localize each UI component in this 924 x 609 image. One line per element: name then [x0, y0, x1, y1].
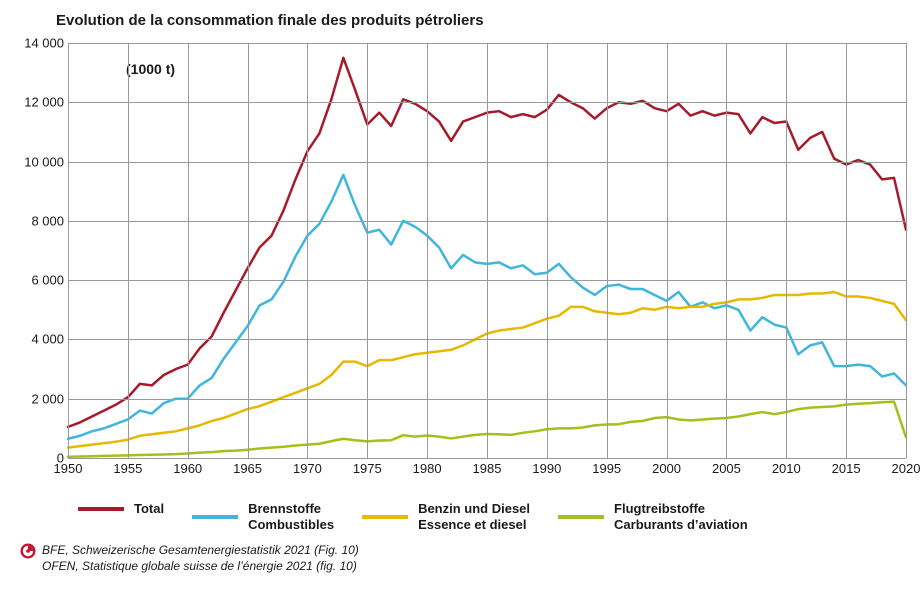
y-axis-label: 8 000: [4, 213, 64, 228]
legend-label: Total: [134, 501, 164, 517]
x-axis-label: 1975: [353, 461, 382, 476]
x-axis-label: 2005: [712, 461, 741, 476]
chart-title: Evolution de la consommation finale des …: [56, 12, 906, 29]
gridline-x: [846, 43, 847, 458]
legend-swatch: [192, 515, 238, 519]
source-text: BFE, Schweizerische Gesamtenergiestatist…: [42, 542, 359, 574]
source-line-2: OFEN, Statistique globale suisse de l’én…: [42, 559, 357, 573]
legend-item-total: Total: [78, 501, 164, 517]
x-axis-label: 2015: [832, 461, 861, 476]
legend-item-combustibles: BrennstoffeCombustibles: [192, 501, 334, 532]
legend-label: FlugtreibstoffeCarburants d’aviation: [614, 501, 748, 532]
legend-item-essence_diesel: Benzin und DieselEssence et diesel: [362, 501, 530, 532]
x-axis-label: 1960: [173, 461, 202, 476]
legend-label: Benzin und DieselEssence et diesel: [418, 501, 530, 532]
legend: Total BrennstoffeCombustibles Benzin und D…: [78, 501, 906, 532]
gridline-x: [307, 43, 308, 458]
figure-container: Evolution de la consommation finale des …: [0, 0, 924, 609]
x-axis-label: 1990: [532, 461, 561, 476]
gridline-y: [68, 458, 906, 459]
legend-swatch: [78, 507, 124, 511]
y-axis-label: 12 000: [4, 95, 64, 110]
x-axis-label: 1980: [413, 461, 442, 476]
y-axis-label: 10 000: [4, 154, 64, 169]
x-axis-label: 1955: [113, 461, 142, 476]
gridline-x: [68, 43, 69, 458]
x-axis-label: 2000: [652, 461, 681, 476]
gridline-x: [487, 43, 488, 458]
y-axis-label: 14 000: [4, 36, 64, 51]
gridline-x: [906, 43, 907, 458]
x-axis-label: 1965: [233, 461, 262, 476]
y-axis-label: 6 000: [4, 273, 64, 288]
x-axis-label: 1995: [592, 461, 621, 476]
y-axis-label: 4 000: [4, 332, 64, 347]
gridline-x: [188, 43, 189, 458]
x-axis-label: 2020: [892, 461, 921, 476]
legend-swatch: [558, 515, 604, 519]
gridline-x: [248, 43, 249, 458]
gridline-x: [128, 43, 129, 458]
source-icon: [20, 543, 36, 559]
x-axis-label: 2010: [772, 461, 801, 476]
y-axis-label: 2 000: [4, 391, 64, 406]
source-block: BFE, Schweizerische Gesamtenergiestatist…: [20, 542, 906, 574]
x-axis-label: 1970: [293, 461, 322, 476]
gridline-x: [547, 43, 548, 458]
gridline-x: [607, 43, 608, 458]
legend-swatch: [362, 515, 408, 519]
legend-label: BrennstoffeCombustibles: [248, 501, 334, 532]
gridline-x: [726, 43, 727, 458]
gridline-x: [786, 43, 787, 458]
gridline-x: [667, 43, 668, 458]
plot-region: (1000 t): [68, 43, 907, 458]
x-axis-label: 1950: [54, 461, 83, 476]
gridline-x: [367, 43, 368, 458]
chart-area: (1000 t) 02 0004 0006 0008 00010 00012 0…: [18, 35, 906, 491]
legend-item-aviation: FlugtreibstoffeCarburants d’aviation: [558, 501, 748, 532]
gridline-x: [427, 43, 428, 458]
source-line-1: BFE, Schweizerische Gesamtenergiestatist…: [42, 543, 359, 557]
x-axis-label: 1985: [473, 461, 502, 476]
